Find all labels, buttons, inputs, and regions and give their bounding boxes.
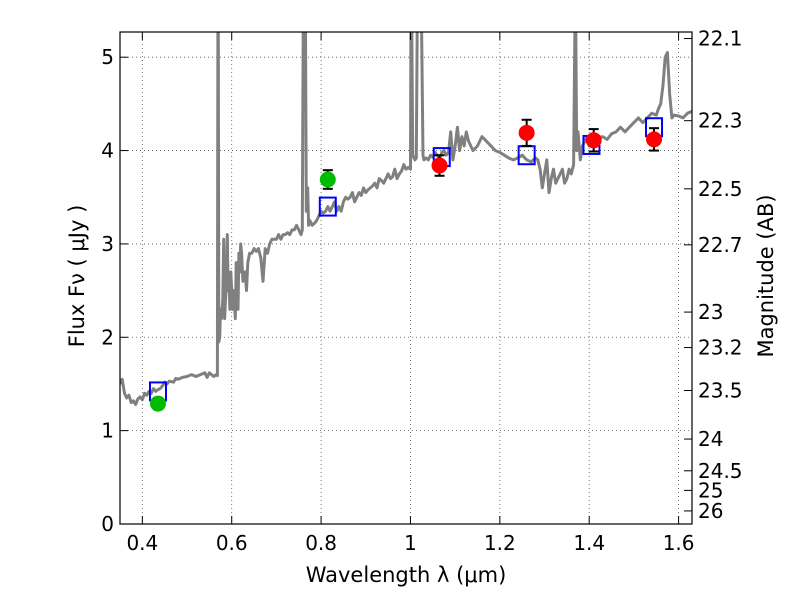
model-square-marker: [318, 196, 337, 217]
y-right-tick-label: 24: [698, 427, 723, 451]
y-right-tick-label: 23: [698, 300, 723, 324]
y-right-tick-label: 22.1: [698, 27, 743, 51]
x-tick-label: 1.2: [484, 531, 516, 555]
y-axis-title: Flux Fν ( μJy ): [65, 205, 89, 348]
x-tick-label: 1: [404, 531, 417, 555]
y-right-axis-title: Magnitude (AB): [754, 194, 778, 357]
y-tick-label: 3: [101, 232, 114, 256]
axes-box: [119, 31, 693, 525]
x-tick-label: 0.4: [126, 531, 158, 555]
x-tick-label: 1.6: [663, 531, 695, 555]
y-tick-label: 5: [101, 45, 114, 69]
spectrum-line: [120, 32, 692, 406]
observed-point: [646, 131, 663, 148]
y-right-tick-label: 26: [698, 499, 723, 523]
x-axis-title: Wavelength λ (μm): [306, 563, 507, 587]
y-tick-label: 2: [101, 325, 114, 349]
y-right-tick-label: 23.2: [698, 336, 743, 360]
observed-point: [518, 124, 535, 141]
y-tick-label: 0: [101, 512, 114, 536]
grid: [120, 32, 692, 525]
x-tick-label: 0.6: [216, 531, 248, 555]
y-right-tick-label: 22.3: [698, 109, 743, 133]
observed-point: [585, 132, 602, 149]
observed-point: [431, 157, 448, 174]
observed-point: [319, 171, 336, 188]
y-right-tick-label: 24.5: [698, 459, 743, 483]
y-right-tick-label: 22.5: [698, 177, 743, 201]
x-tick-label: 0.8: [305, 531, 337, 555]
y-tick-label: 1: [101, 419, 114, 443]
y-right-tick-label: 22.7: [698, 233, 743, 257]
axis-ticks: 0.4 0.6 0.8 1 1.2 1.4 1.601234522.122.322.522.…: [101, 27, 742, 555]
y-tick-label: 4: [101, 139, 114, 163]
plot-frame: [119, 31, 693, 525]
x-tick-label: 1.4: [573, 531, 605, 555]
plot-area: [120, 32, 692, 412]
observed-point: [149, 395, 166, 412]
y-right-tick-label: 23.5: [698, 378, 743, 402]
y-right-tick-label: 25: [698, 478, 723, 502]
